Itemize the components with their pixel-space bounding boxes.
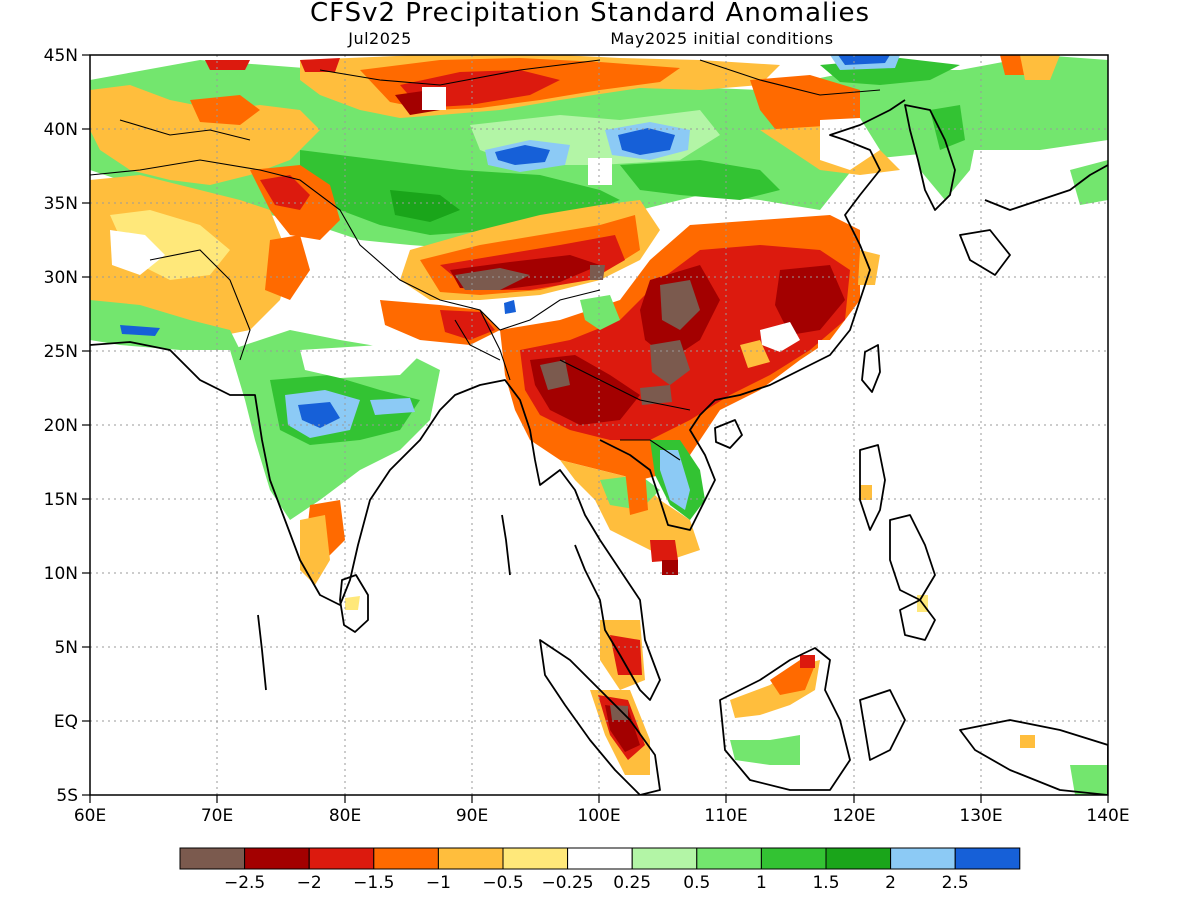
x-tick-label: 130E [959, 806, 1002, 826]
x-axis-labels: 60E 70E 80E 90E 100E 110E 120E 130E 140E [74, 806, 1130, 826]
colorbar-tick-label: −2 [297, 873, 322, 893]
colorbar-tick-label: 1.5 [812, 873, 839, 893]
colorbar-tick-label: 2.5 [942, 873, 969, 893]
colorbar-swatch [890, 847, 956, 870]
coastlines [90, 99, 1108, 795]
colorbar-tick-label: −2.5 [224, 873, 265, 893]
y-axis-labels: 45N 40N 35N 30N 25N 20N 15N 10N 5N EQ 5S [44, 46, 78, 806]
colorbar-tick-label: 2 [885, 873, 896, 893]
colorbar-labels: −2.5 −2 −1.5 −1 −0.5 −0.25 0.25 0.5 1 1.5 2 2.5 [224, 873, 969, 893]
valid-month-label: Jul2025 [347, 29, 412, 48]
x-tick-label: 140E [1086, 806, 1129, 826]
colorbar-tick-label: −0.5 [482, 873, 523, 893]
y-tick-label: 15N [44, 490, 78, 510]
colorbar-swatch [631, 847, 698, 870]
y-tick-label: 5N [54, 638, 78, 658]
colorbar-swatch [502, 847, 569, 870]
y-tick-label: 20N [44, 416, 78, 436]
y-tick-label: 10N [44, 564, 78, 584]
x-tick-label: 110E [704, 806, 747, 826]
colorbar-swatch [825, 847, 892, 870]
y-tick-label: 40N [44, 120, 78, 140]
colorbar-tick-label: −1 [426, 873, 451, 893]
y-tick-label: 5S [56, 786, 78, 806]
country-borders [90, 59, 881, 461]
colorbar-tick-label: −1.5 [353, 873, 394, 893]
y-tick-label: 35N [44, 194, 78, 214]
y-tick-label: EQ [54, 712, 78, 732]
colorbar-swatch [437, 847, 504, 870]
colorbar-tick-label: 0.5 [683, 873, 710, 893]
x-tick-label: 80E [329, 806, 361, 826]
colorbar-swatch [308, 847, 375, 870]
x-tick-label: 90E [456, 806, 488, 826]
x-tick-label: 100E [577, 806, 620, 826]
x-tick-label: 120E [832, 806, 875, 826]
colorbar-legend [179, 847, 1021, 870]
colorbar-swatch [244, 847, 310, 870]
y-tick-label: 25N [44, 342, 78, 362]
colorbar-tick-label: 0.25 [613, 873, 651, 893]
y-tick-label: 45N [44, 46, 78, 66]
colorbar-swatch [179, 847, 246, 870]
anomaly-field [90, 55, 1108, 795]
colorbar-swatch [696, 847, 762, 870]
x-tick-label: 60E [74, 806, 106, 826]
colorbar-tick-label: 1 [756, 873, 767, 893]
colorbar-swatch [373, 847, 439, 870]
x-tick-label: 70E [201, 806, 233, 826]
colorbar-swatch [954, 847, 1021, 870]
y-tick-label: 30N [44, 268, 78, 288]
chart-title: CFSv2 Precipitation Standard Anomalies [310, 0, 870, 28]
init-conditions-label: May2025 initial conditions [610, 29, 833, 48]
colorbar-swatch [567, 847, 633, 870]
axis-ticks [82, 54, 1109, 803]
colorbar-swatch [760, 847, 827, 870]
colorbar-tick-label: −0.25 [542, 873, 594, 893]
